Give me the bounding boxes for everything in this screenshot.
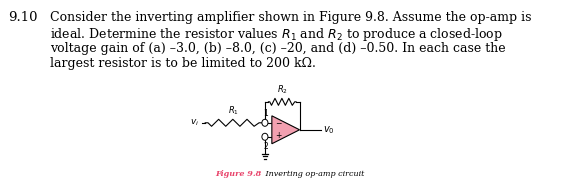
Circle shape xyxy=(262,133,268,140)
Text: 9.10: 9.10 xyxy=(8,11,37,24)
Text: ideal. Determine the resistor values $R_1$ and $R_2$ to produce a closed-loop: ideal. Determine the resistor values $R_… xyxy=(50,26,503,43)
Text: 2: 2 xyxy=(263,142,268,151)
Text: voltage gain of (a) –3.0, (b) –8.0, (c) –20, and (d) –0.50. In each case the: voltage gain of (a) –3.0, (b) –8.0, (c) … xyxy=(50,42,506,55)
Text: Consider the inverting amplifier shown in Figure 9.8. Assume the op-amp is: Consider the inverting amplifier shown i… xyxy=(50,11,532,24)
Polygon shape xyxy=(272,116,299,144)
Text: −: − xyxy=(275,119,282,128)
Text: $R_1$: $R_1$ xyxy=(228,104,239,117)
Text: Figure 9.8: Figure 9.8 xyxy=(215,170,262,178)
Text: +: + xyxy=(275,131,282,140)
Text: largest resistor is to be limited to 200 kΩ.: largest resistor is to be limited to 200… xyxy=(50,57,316,70)
Text: $v_i$: $v_i$ xyxy=(190,118,199,128)
Circle shape xyxy=(262,119,268,126)
Text: $v_0$: $v_0$ xyxy=(323,124,335,136)
Text: Inverting op-amp circuit: Inverting op-amp circuit xyxy=(263,170,365,178)
Text: $R_2$: $R_2$ xyxy=(277,83,288,96)
Text: 1: 1 xyxy=(263,109,268,118)
